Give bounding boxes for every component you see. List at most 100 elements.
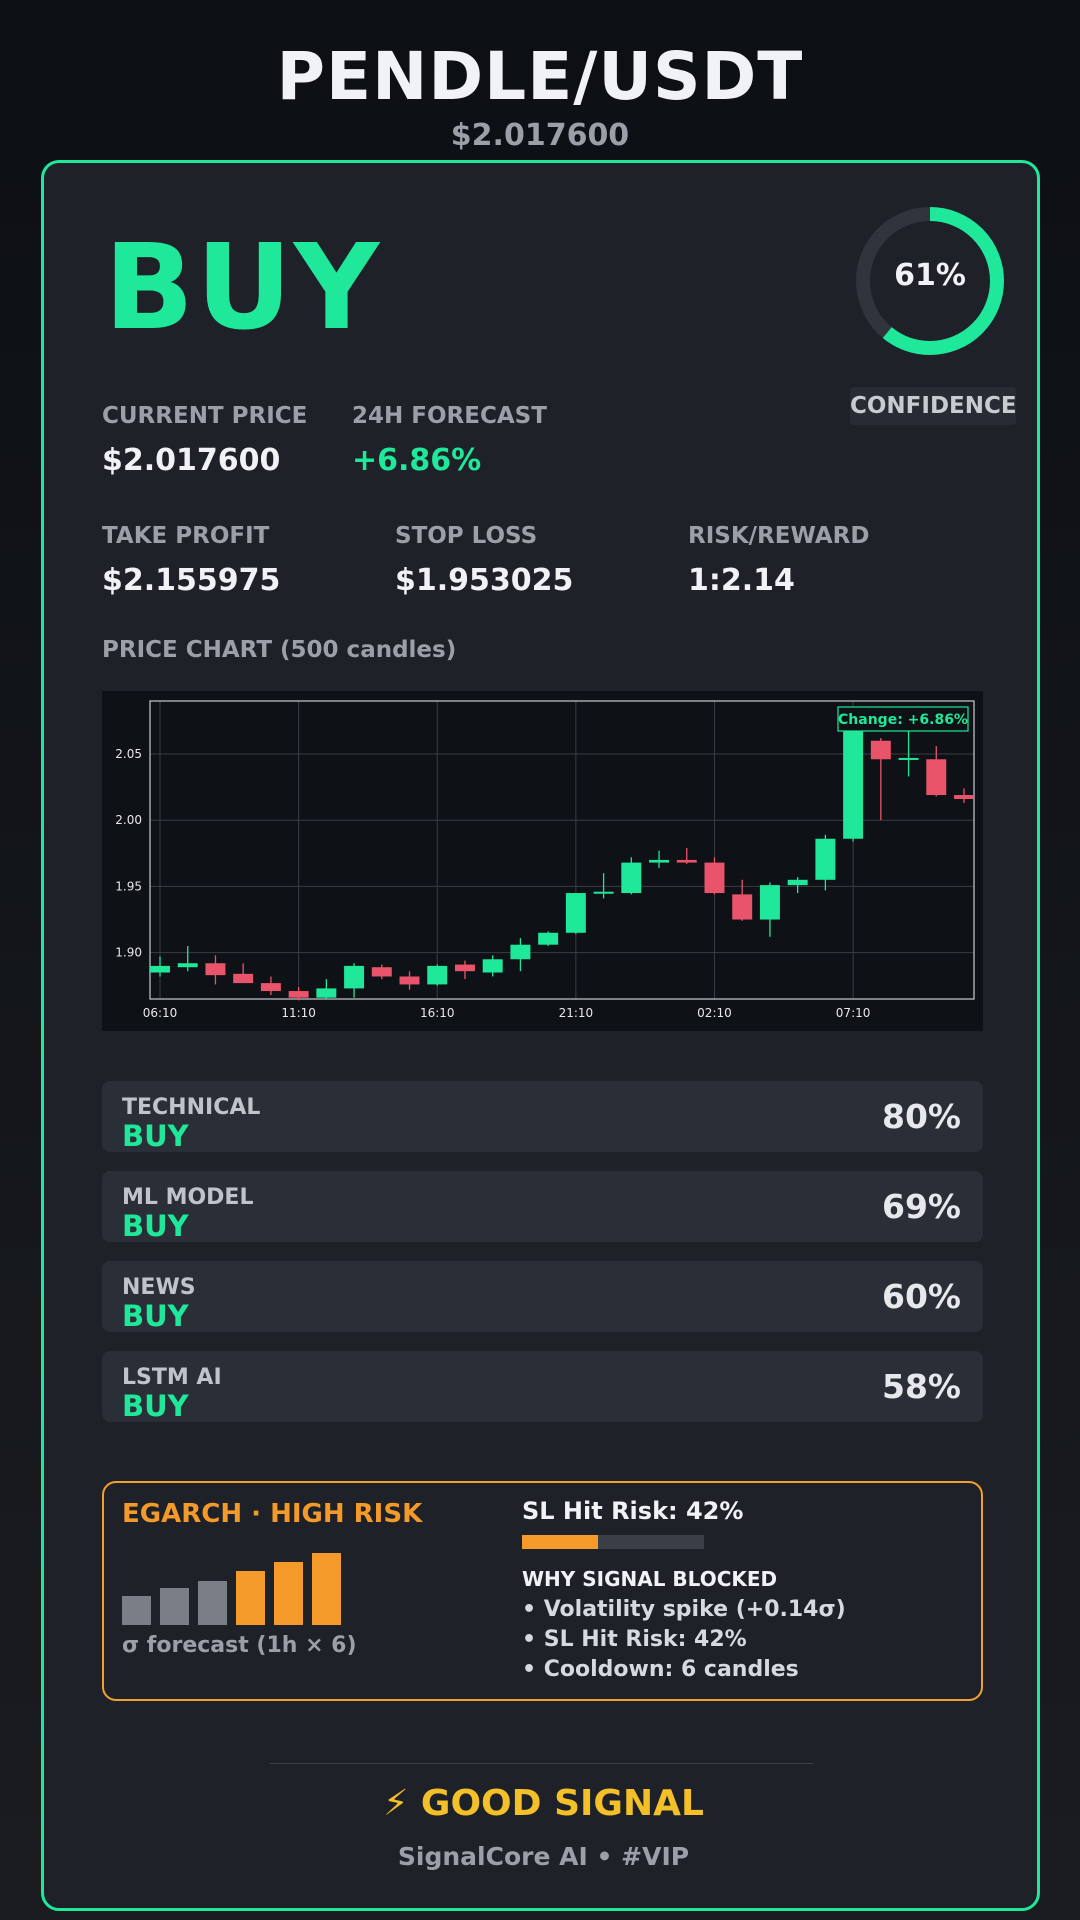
- model-signal: BUY: [122, 1389, 189, 1423]
- blocked-reason: • SL Hit Risk: 42%: [522, 1627, 747, 1652]
- risk-title: EGARCH · HIGH RISK: [122, 1499, 423, 1529]
- forecast-value: +6.86%: [352, 443, 482, 478]
- sigma-bar: [160, 1588, 189, 1625]
- y-tick-label: 1.90: [115, 946, 142, 960]
- model-confidence: 80%: [882, 1097, 961, 1136]
- candle-body: [399, 976, 420, 985]
- x-tick-label: 06:10: [143, 1006, 178, 1020]
- model-name: NEWS: [122, 1275, 196, 1300]
- x-tick-label: 02:10: [697, 1006, 732, 1020]
- candle-body: [649, 859, 670, 863]
- candle-body: [344, 965, 365, 989]
- risk-reward-label: RISK/REWARD: [688, 523, 870, 549]
- candle-body: [288, 991, 309, 998]
- x-tick-label: 07:10: [836, 1006, 871, 1020]
- signal-verdict: ⚡ GOOD SIGNAL: [383, 1783, 704, 1824]
- y-tick-label: 1.95: [115, 879, 142, 893]
- sigma-forecast-bars: [122, 1553, 342, 1625]
- sigma-bar: [122, 1596, 151, 1625]
- model-signal: BUY: [122, 1209, 189, 1243]
- chart-title: PRICE CHART (500 candles): [102, 637, 457, 663]
- take-profit-value: $2.155975: [102, 563, 281, 598]
- model-signal: BUY: [122, 1119, 189, 1153]
- sigma-bar: [236, 1570, 265, 1625]
- sl-hit-risk-title: SL Hit Risk: 42%: [522, 1497, 744, 1525]
- candle-body: [233, 973, 254, 984]
- candle-body: [177, 963, 198, 968]
- blocked-reason: • Volatility spike (+0.14σ): [522, 1597, 846, 1622]
- y-tick-label: 2.00: [115, 813, 142, 827]
- candle-body: [787, 879, 808, 886]
- forecast-label: 24H FORECAST: [352, 403, 547, 429]
- model-row-technical: TECHNICAL BUY 80%: [102, 1081, 983, 1153]
- signal-card: BUY 61% CONFIDENCE CURRENT PRICE $2.0176…: [41, 160, 1040, 1911]
- candle-body: [538, 932, 559, 945]
- change-annotation-box: [837, 706, 969, 732]
- brand-tag: SignalCore AI • #VIP: [397, 1842, 690, 1871]
- change-annotation: Change: +6.86%: [838, 712, 968, 728]
- model-confidence: 58%: [882, 1367, 961, 1406]
- candle-body: [260, 983, 281, 992]
- sl-hit-risk-fill: [522, 1535, 599, 1549]
- model-row-news: NEWS BUY 60%: [102, 1261, 983, 1333]
- model-row-lstm-ai: LSTM AI BUY 58%: [102, 1351, 983, 1423]
- candle-body: [510, 944, 531, 960]
- sigma-bar: [198, 1581, 227, 1625]
- candle-body: [732, 894, 753, 920]
- gauge-fill: [856, 207, 1004, 355]
- candle-body: [150, 965, 170, 973]
- model-name: LSTM AI: [122, 1365, 222, 1390]
- x-tick-label: 16:10: [420, 1006, 455, 1020]
- candle-body: [815, 838, 836, 880]
- current-price-label: CURRENT PRICE: [102, 403, 308, 429]
- x-tick-label: 11:10: [281, 1006, 316, 1020]
- candle-body: [593, 891, 614, 894]
- candle-body: [427, 965, 448, 985]
- candle-body: [316, 988, 337, 998]
- sigma-bar: [312, 1553, 341, 1625]
- sl-hit-risk-bar: [522, 1535, 704, 1549]
- candle-body: [621, 862, 642, 894]
- signal-action: BUY: [104, 218, 382, 356]
- price-chart-svg: 1.90 1.95 2.00 2.05 06:10 11:10 16:10 21:10 02:1…: [115, 700, 975, 1020]
- y-tick-label: 2.05: [115, 747, 142, 761]
- x-tick-label: 21:10: [559, 1006, 594, 1020]
- model-name: ML MODEL: [122, 1185, 254, 1210]
- sigma-forecast-label: σ forecast (1h × 6): [122, 1633, 357, 1658]
- blocked-reason: • Cooldown: 6 candles: [522, 1657, 799, 1682]
- candle-body: [870, 740, 891, 760]
- current-price-value: $2.017600: [102, 443, 281, 478]
- why-blocked-title: WHY SIGNAL BLOCKED: [522, 1567, 778, 1591]
- candle-body: [205, 963, 226, 976]
- risk-panel: EGARCH · HIGH RISK σ forecast (1h × 6) S…: [102, 1481, 983, 1701]
- model-row-ml-model: ML MODEL BUY 69%: [102, 1171, 983, 1243]
- candle-body: [454, 964, 475, 972]
- stop-loss-value: $1.953025: [395, 563, 574, 598]
- take-profit-label: TAKE PROFIT: [102, 523, 270, 549]
- candle-body: [759, 885, 780, 920]
- risk-reward-value: 1:2.14: [688, 563, 795, 598]
- stop-loss-label: STOP LOSS: [395, 523, 538, 549]
- candle-body: [926, 759, 947, 796]
- pair-title: PENDLE/USDT: [276, 38, 804, 115]
- candle-body: [954, 795, 974, 800]
- candle-body: [843, 727, 864, 839]
- confidence-gauge: [856, 207, 1004, 355]
- candle-body: [704, 862, 725, 894]
- candle-body: [482, 959, 503, 973]
- model-confidence: 60%: [882, 1277, 961, 1316]
- model-signal: BUY: [122, 1299, 189, 1333]
- header-price: $2.017600: [450, 118, 630, 153]
- candle-body: [676, 859, 697, 863]
- model-name: TECHNICAL: [122, 1095, 261, 1120]
- candle-body: [898, 757, 919, 760]
- sigma-bar: [274, 1561, 303, 1625]
- model-confidence: 69%: [882, 1187, 961, 1226]
- footer-divider: [270, 1763, 814, 1764]
- candle-body: [371, 967, 392, 977]
- confidence-value: 61%: [894, 258, 966, 293]
- candle-body: [565, 893, 586, 933]
- price-chart: 1.90 1.95 2.00 2.05 06:10 11:10 16:10 21:10 02:1…: [102, 691, 983, 1031]
- plot-frame: [149, 700, 975, 1000]
- confidence-label: CONFIDENCE: [850, 387, 1017, 425]
